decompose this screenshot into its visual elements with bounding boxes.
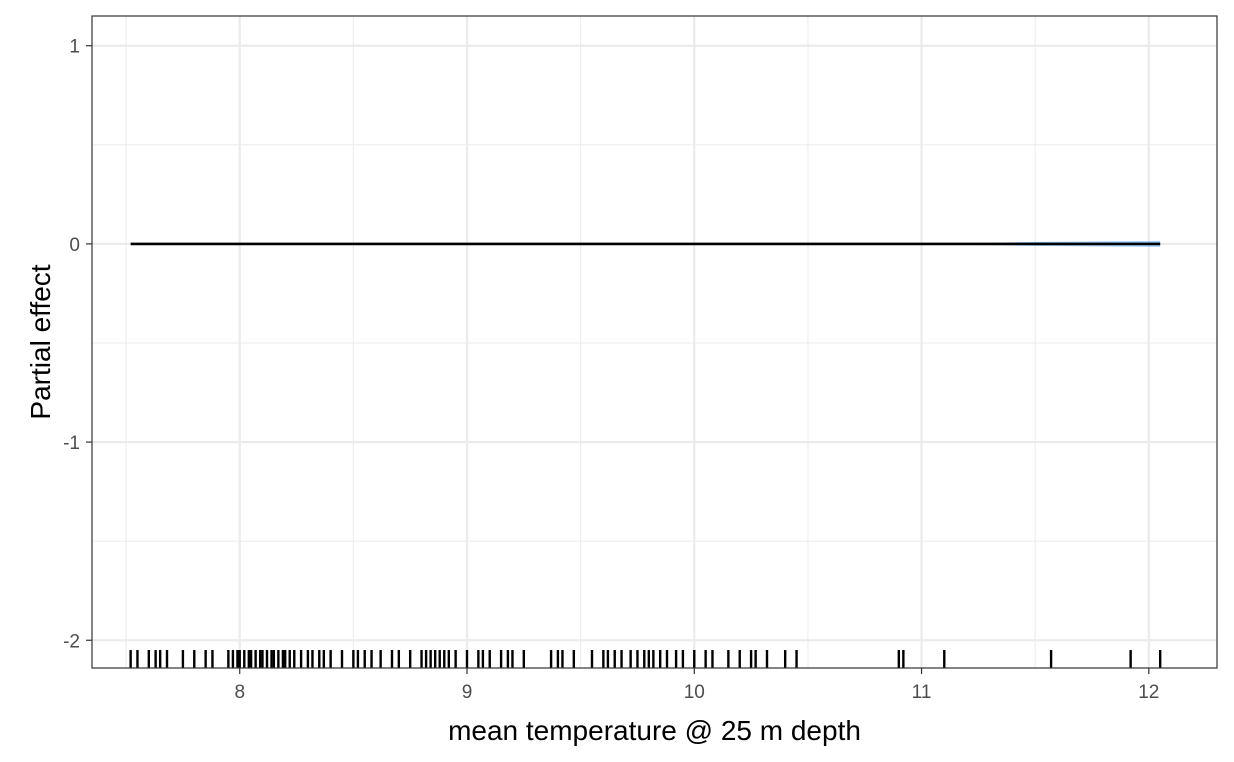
y-tick-label: -2	[63, 631, 80, 652]
x-tick-label: 8	[234, 682, 245, 703]
x-tick-label: 10	[684, 682, 705, 703]
y-tick-label: -1	[63, 433, 80, 454]
panel-border	[91, 15, 1218, 669]
x-tick-label: 11	[912, 682, 932, 703]
y-tick-label: 0	[69, 235, 80, 256]
y-axis-title: Partial effect	[25, 264, 56, 419]
grid-lines	[92, 16, 1217, 668]
rug-marks	[129, 650, 1162, 668]
x-tick-label: 9	[462, 682, 473, 703]
y-tick-label: 1	[69, 37, 80, 58]
x-axis-title: mean temperature @ 25 m depth	[448, 715, 861, 746]
x-tick-label: 12	[1138, 682, 1159, 703]
